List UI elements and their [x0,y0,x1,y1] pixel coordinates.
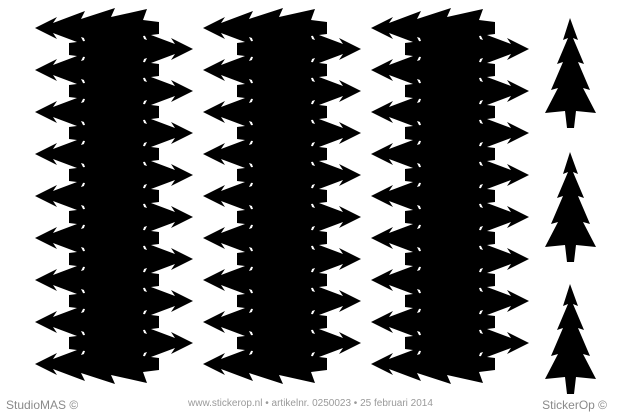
christmas-tree-icon [35,344,159,384]
footer-info: www.stickerop.nl • artikelnr. 0250023 • … [188,398,433,409]
studiomas-brand: StudioMAS © [6,398,79,412]
christmas-tree-icon [545,284,596,394]
christmas-tree-icon [203,344,327,384]
christmas-tree-icon [545,18,596,128]
stickerop-brand: StickerOp © [542,398,607,412]
christmas-tree-icon [545,152,596,262]
christmas-tree-icon [371,344,495,384]
